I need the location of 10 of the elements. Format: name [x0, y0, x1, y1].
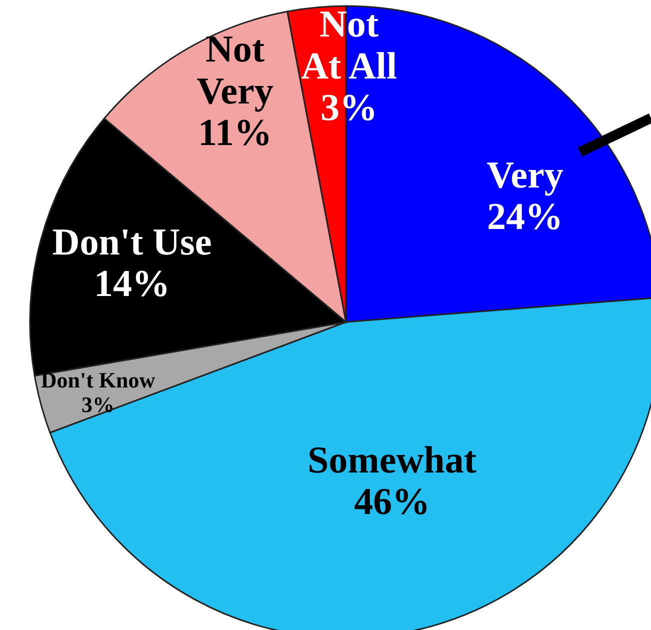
slice-label: Don't Use	[52, 221, 212, 264]
slice-label: Very	[486, 154, 564, 196]
data-label: 24%	[487, 196, 563, 238]
slice-label: Somewhat	[308, 439, 477, 482]
data-label: 14%	[94, 263, 170, 306]
slice-label: Not Very	[196, 28, 274, 112]
slice-label: Don't Know	[40, 368, 156, 393]
data-label: 3%	[82, 392, 114, 417]
data-label: 11%	[198, 112, 272, 154]
data-label: 46%	[354, 481, 430, 524]
